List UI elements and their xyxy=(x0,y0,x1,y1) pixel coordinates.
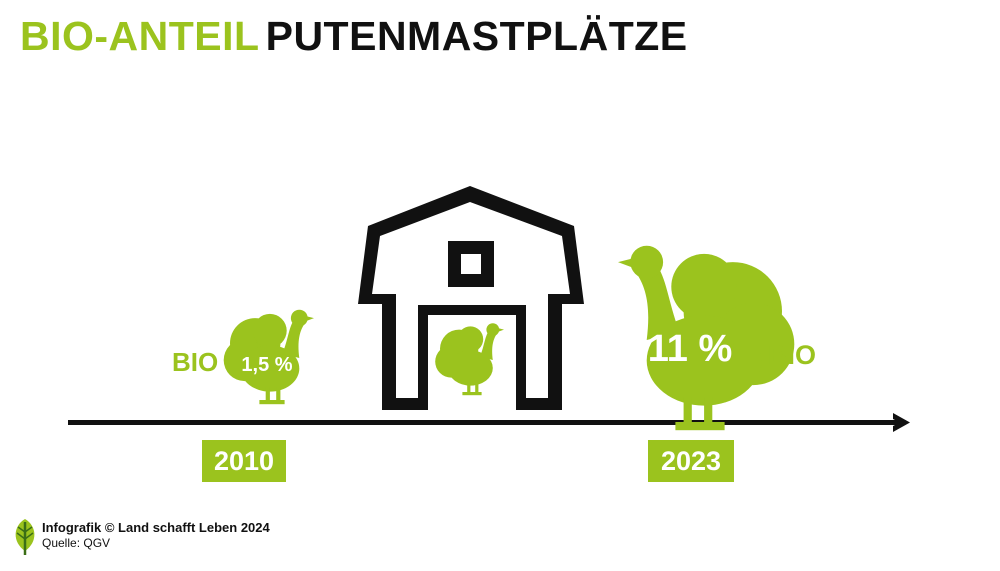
footer-source: Quelle: QGV xyxy=(42,536,111,550)
title-highlight: BIO-ANTEIL xyxy=(20,13,260,59)
start-percent: 1,5 % xyxy=(241,354,292,376)
end-label: BIO xyxy=(768,340,816,370)
year-badge-2010: 2010 xyxy=(202,440,286,482)
leaf-logo-icon xyxy=(15,519,35,555)
arrow-right-icon xyxy=(893,413,910,432)
end-percent: 11 % xyxy=(648,328,733,370)
footer-credit: Infografik © Land schafft Leben 2024 xyxy=(42,520,270,535)
timeline-arrow xyxy=(68,413,910,432)
year-badge-2023: 2023 xyxy=(648,440,734,482)
timeline-line xyxy=(68,420,900,425)
page-title: BIO-ANTEIL PUTENMASTPLÄTZE xyxy=(20,16,688,57)
start-label: BIO xyxy=(172,347,218,377)
title-rest: PUTENMASTPLÄTZE xyxy=(265,13,688,59)
